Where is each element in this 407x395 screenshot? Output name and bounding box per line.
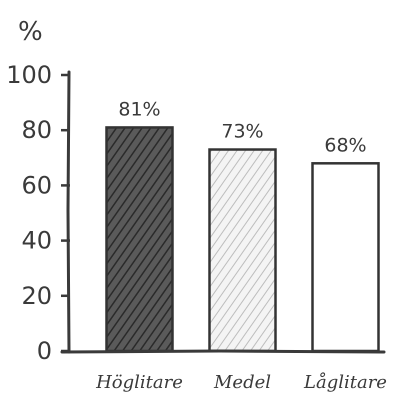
bar-layer bbox=[105, 126, 380, 353]
x-category-label: Medel bbox=[213, 372, 271, 393]
y-tick-label: 40 bbox=[21, 227, 52, 255]
y-tick-label: 0 bbox=[37, 337, 52, 365]
label-layer: 81% Höglitare 73% Medel 68% Låglitare bbox=[95, 98, 387, 393]
y-axis-line bbox=[66, 70, 71, 354]
y-unit-label: % bbox=[18, 17, 43, 47]
y-tick-label: 100 bbox=[6, 61, 52, 89]
bar-value-label: 81% bbox=[118, 98, 160, 120]
y-tick-label: 80 bbox=[21, 116, 52, 144]
bar-h-glitare bbox=[105, 126, 174, 353]
bar-medel bbox=[208, 148, 277, 353]
bar-value-label: 73% bbox=[221, 121, 263, 143]
y-tick-label: 20 bbox=[21, 282, 52, 310]
y-tick-layer: 0 20 40 60 80 100 bbox=[6, 61, 70, 365]
x-category-label: Låglitare bbox=[303, 371, 387, 393]
x-axis-line bbox=[60, 349, 386, 354]
x-category-label: Höglitare bbox=[95, 372, 183, 393]
bar-value-label: 68% bbox=[324, 134, 366, 156]
y-tick-label: 60 bbox=[21, 171, 52, 199]
bar-l-glitare bbox=[311, 162, 380, 353]
